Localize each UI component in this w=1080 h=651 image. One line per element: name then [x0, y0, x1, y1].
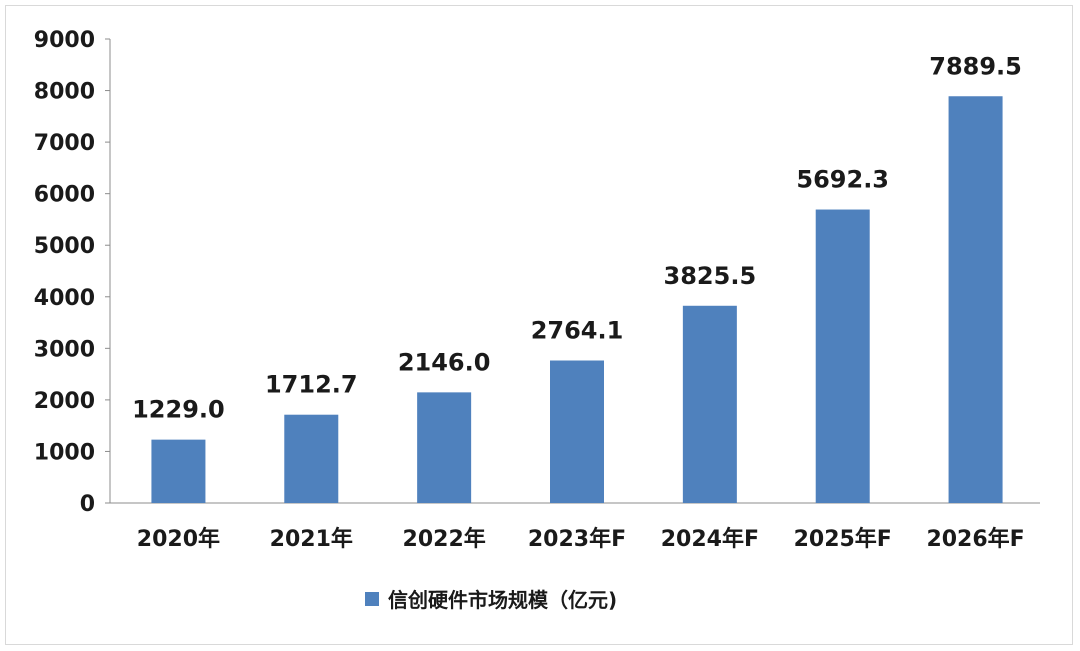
bar: [550, 360, 604, 503]
bar: [417, 392, 472, 503]
bar-value-label: 2764.1: [531, 316, 624, 344]
x-tick-label: 2025年F: [794, 526, 892, 552]
bar: [151, 439, 206, 503]
x-axis-tick-labels: 2020年 2021年 2022年 2023年F 2024年F 2025年F 2026年F: [137, 526, 1025, 552]
bars: [151, 96, 1003, 503]
bar: [284, 414, 339, 503]
x-tick-label: 2022年: [403, 526, 486, 552]
bar: [682, 305, 737, 503]
y-tick-label: 7000: [34, 131, 95, 156]
bar-value-label: 1229.0: [132, 396, 225, 424]
bar: [948, 96, 1003, 503]
x-tick-label: 2024年F: [661, 526, 759, 552]
y-tick-label: 6000: [34, 183, 95, 208]
y-tick-label: 5000: [34, 234, 95, 259]
y-tick-label: 2000: [34, 389, 95, 414]
y-axis-ticks: 0 1000 2000 3000 4000 5000 6000 7000 8000 9000: [34, 28, 110, 517]
bar-value-label: 7889.5: [929, 52, 1022, 80]
bar-value-label: 3825.5: [664, 262, 757, 290]
legend-swatch: [365, 592, 379, 606]
y-tick-label: 8000: [34, 80, 95, 105]
legend: 信创硬件市场规模（亿元): [365, 588, 617, 612]
y-tick-label: 0: [80, 492, 95, 517]
x-tick-label: 2026年F: [926, 526, 1024, 552]
legend-label: 信创硬件市场规模（亿元): [388, 588, 617, 612]
y-tick-label: 4000: [34, 286, 95, 311]
x-tick-label: 2023年F: [528, 526, 626, 552]
bar: [815, 209, 870, 503]
y-tick-label: 9000: [34, 28, 95, 53]
bar-value-label: 2146.0: [398, 348, 491, 376]
x-tick-label: 2020年: [137, 526, 220, 552]
y-tick-label: 1000: [34, 440, 95, 465]
y-tick-label: 3000: [34, 337, 95, 362]
chart-frame: [5, 5, 1073, 645]
x-tick-label: 2021年: [270, 526, 353, 552]
bar-value-label: 5692.3: [796, 166, 889, 194]
data-labels: 1229.0 1712.7 2146.0 2764.1 3825.5 5692.3 7889…: [132, 52, 1022, 423]
bar-value-label: 1712.7: [265, 371, 358, 399]
